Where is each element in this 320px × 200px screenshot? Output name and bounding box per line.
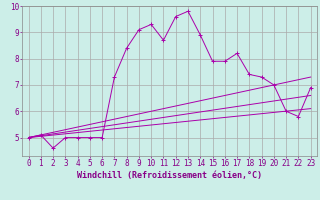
X-axis label: Windchill (Refroidissement éolien,°C): Windchill (Refroidissement éolien,°C) — [77, 171, 262, 180]
